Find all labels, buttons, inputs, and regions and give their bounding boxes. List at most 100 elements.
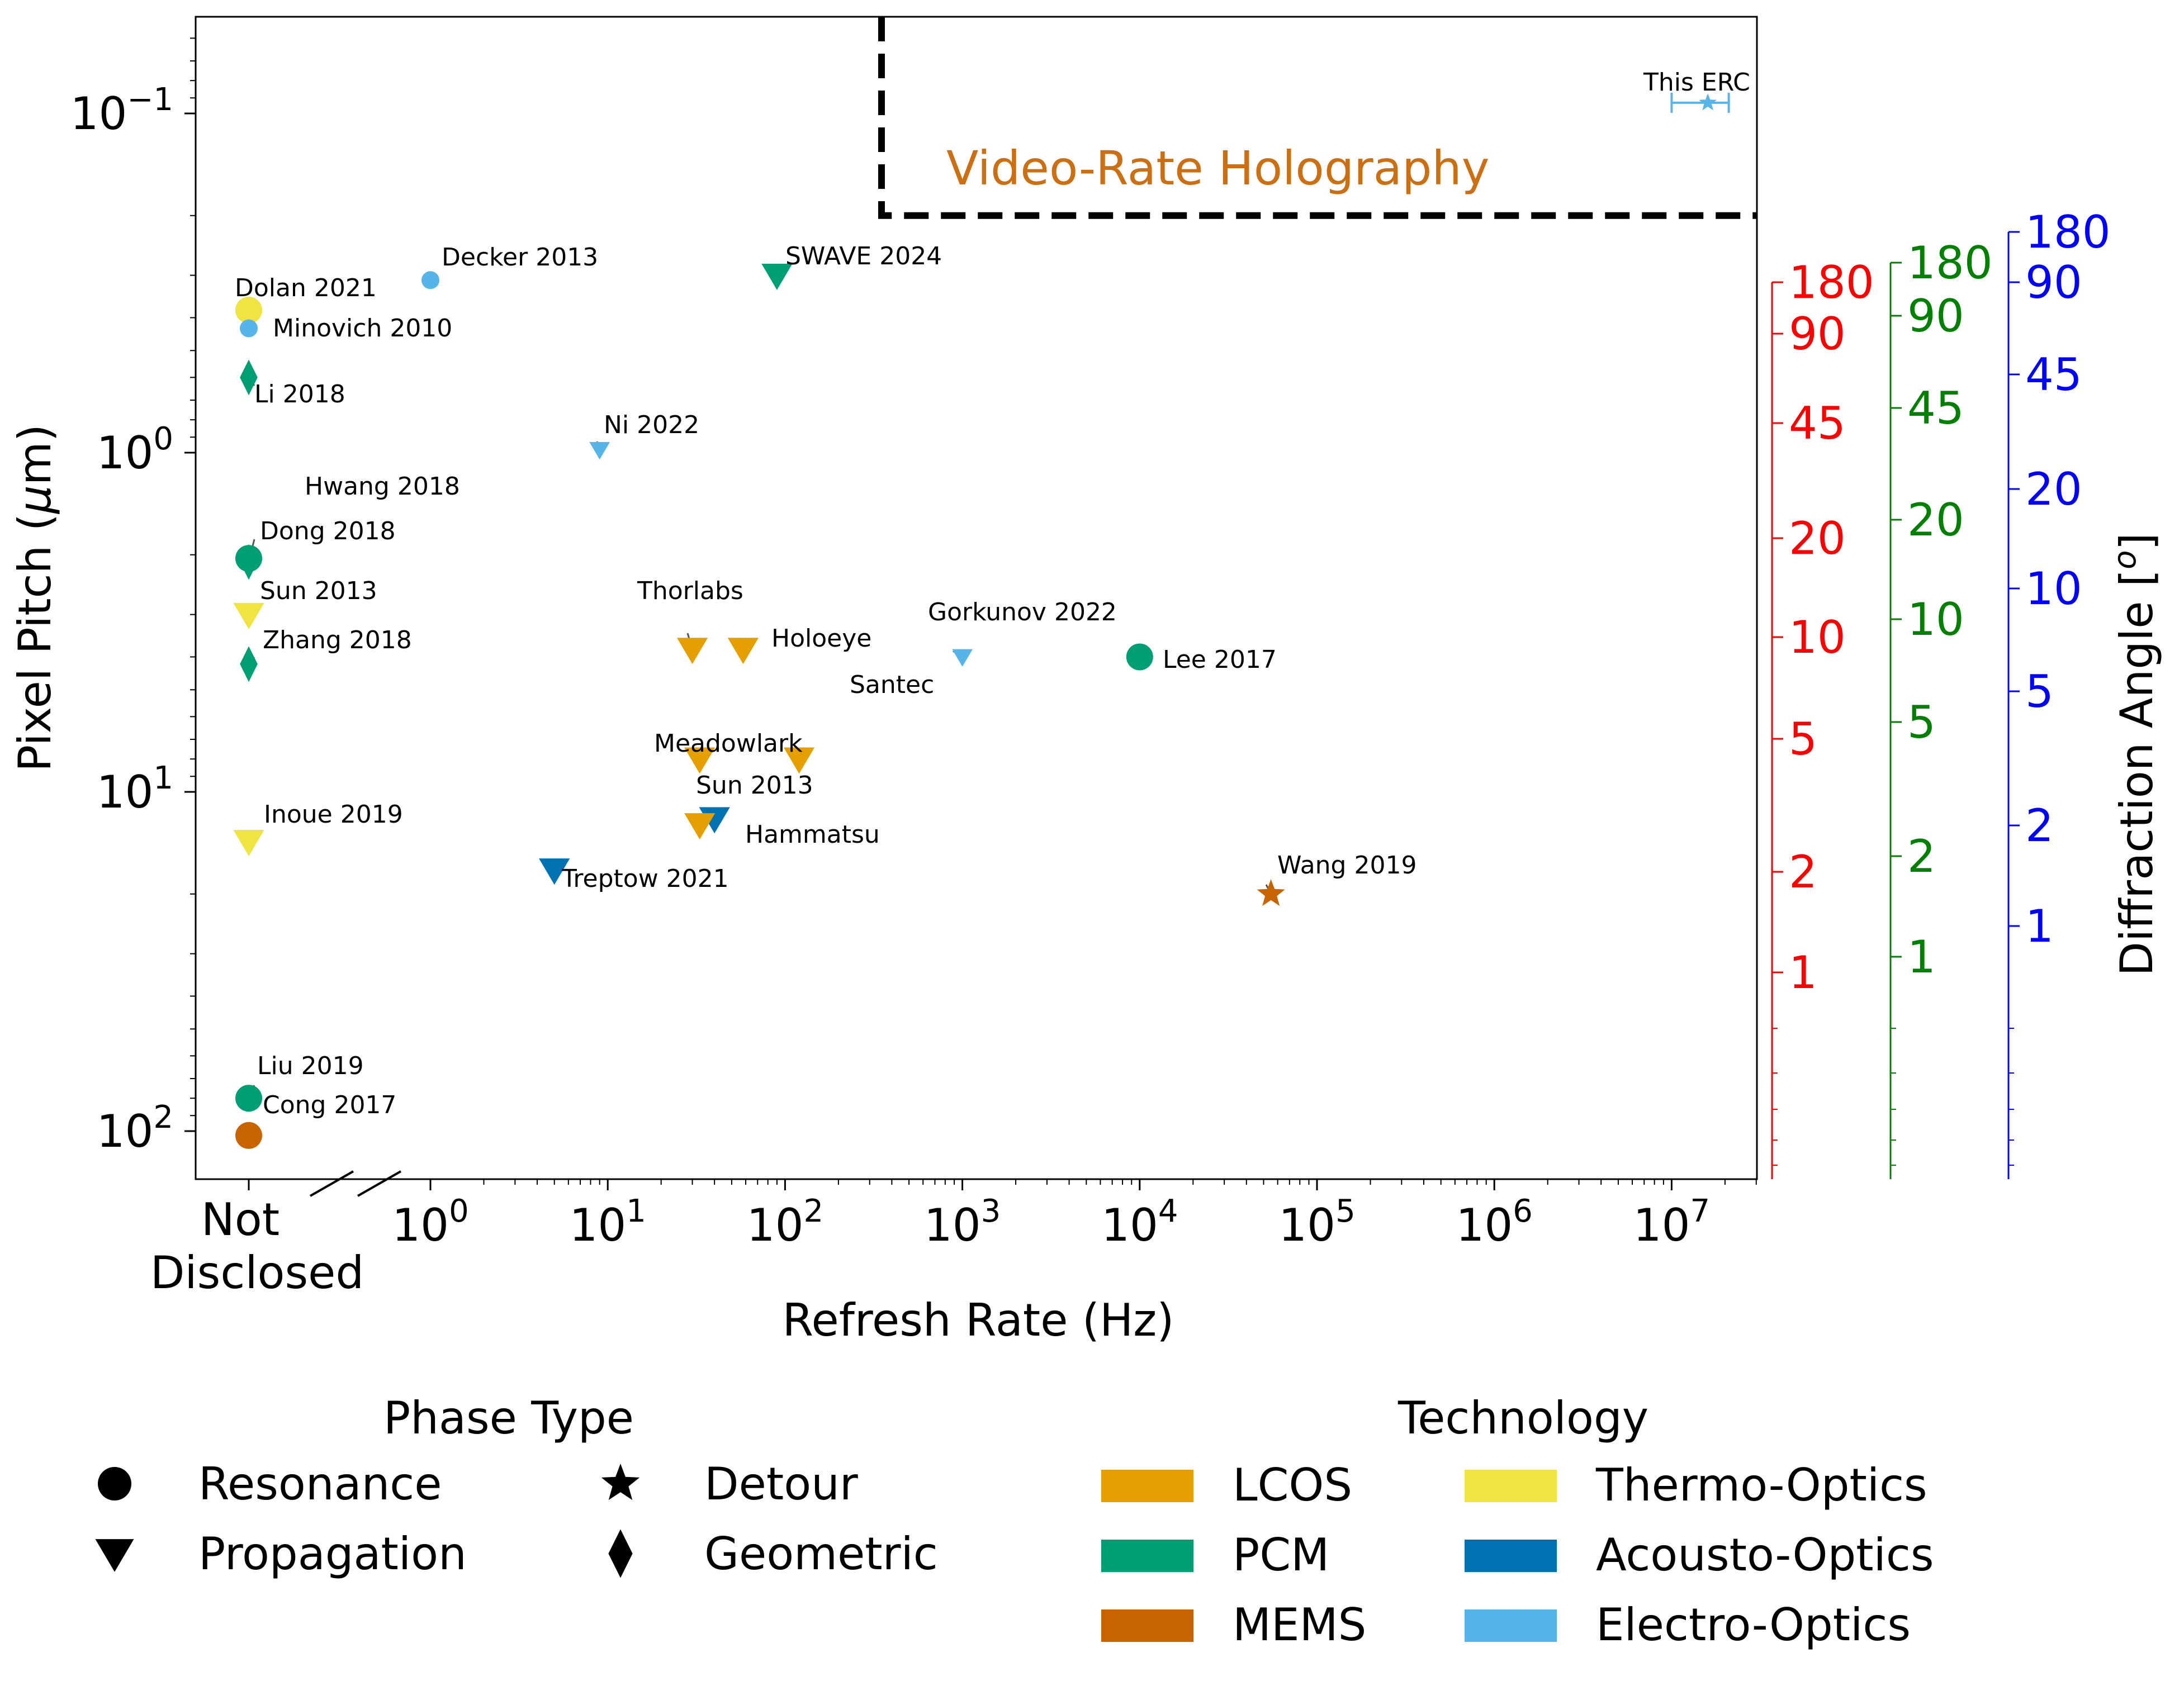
diffraction-axis-label: 20 xyxy=(2025,463,2082,515)
data-point-li-2018 xyxy=(240,359,258,396)
point-label-dolan-2021: Dolan 2021 xyxy=(235,274,377,302)
legend-swatch-lcos xyxy=(1101,1470,1193,1502)
diffraction-axis-label: 2 xyxy=(2025,800,2054,852)
legend-label-resonance: Resonance xyxy=(198,1458,442,1510)
point-labels: This ERC Decker 2013 Dolan 2021 Minovich 20… xyxy=(235,68,1750,1119)
axis-break-mark xyxy=(310,1170,354,1197)
point-label-treptow-2021: Treptow 2021 xyxy=(561,865,729,893)
diffraction-axis-label: 180 xyxy=(1789,257,1874,308)
right-axis-title: Diffraction Angle [o] xyxy=(2107,533,2163,976)
x-tick-label-not-disclosed: Disclosed xyxy=(150,1247,364,1299)
legend: Phase Type Resonance Propagation Detour Geom… xyxy=(95,1392,1934,1651)
legend-label-geometric: Geometric xyxy=(704,1528,938,1580)
point-label-santec: Santec xyxy=(850,671,934,699)
data-point-liu-2019 xyxy=(235,1085,262,1112)
point-label-inoue-2019: Inoue 2019 xyxy=(264,800,403,829)
legend-label-detour: Detour xyxy=(704,1458,858,1510)
point-label-sun-2013: Sun 2013 xyxy=(696,771,813,800)
data-point-santec xyxy=(783,747,815,774)
diffraction-axis-label: 90 xyxy=(1907,290,1964,342)
point-label-swave-2024: SWAVE 2024 xyxy=(785,242,942,270)
data-point-wang-2019 xyxy=(1257,879,1285,906)
legend-label-mems: MEMS xyxy=(1233,1599,1366,1651)
plot-frame xyxy=(195,16,1758,1180)
point-label-holoeye: Holoeye xyxy=(771,624,871,653)
diffraction-axis-label: 20 xyxy=(1907,494,1964,546)
point-label-hammatsu: Hammatsu xyxy=(745,820,880,849)
legend-marker-detour xyxy=(601,1464,640,1500)
x-tick-label: 107 xyxy=(1633,1193,1710,1251)
point-label-this-erc: This ERC xyxy=(1643,68,1750,97)
diffraction-axis-label: 90 xyxy=(2025,257,2082,308)
point-label-dong-2018: Dong 2018 xyxy=(260,517,396,545)
y-axis: 10−1 100 101 102 xyxy=(70,37,196,1157)
point-label-minovich-2010: Minovich 2010 xyxy=(273,314,452,343)
y-tick-label: 10−1 xyxy=(70,82,173,140)
legend-swatch-mems xyxy=(1101,1609,1193,1642)
legend-swatch-thermo-optics xyxy=(1465,1470,1557,1502)
diffraction-axis-label: 180 xyxy=(2025,206,2111,258)
y-tick-label: 100 xyxy=(97,421,173,479)
data-point-inoue-2019 xyxy=(233,829,264,856)
data-point-lee-2017 xyxy=(1126,643,1153,671)
x-tick-label-not-disclosed: Not xyxy=(201,1194,279,1246)
diffraction-axis-label: 1 xyxy=(2025,900,2054,952)
diffraction-axis-label: 45 xyxy=(1789,397,1846,449)
diffraction-axis-label: 45 xyxy=(2025,349,2082,401)
data-point-swave-2024 xyxy=(761,263,793,290)
diffraction-axis-label: 90 xyxy=(1789,308,1846,360)
video-rate-region: Video-Rate Holography xyxy=(878,17,1757,219)
x-tick-label: 103 xyxy=(924,1193,1001,1251)
legend-swatch-acousto-optics xyxy=(1465,1540,1557,1572)
y-tick-label: 101 xyxy=(97,760,173,818)
diffraction-axis-label: 2 xyxy=(1789,846,1817,898)
legend-swatch-electro-optics xyxy=(1465,1609,1557,1642)
data-point-this-erc xyxy=(1699,93,1717,111)
data-point-meadowlark xyxy=(684,747,716,774)
data-point-sun-2013 xyxy=(233,602,264,629)
diffraction-axis-label: 5 xyxy=(2025,666,2054,718)
x-axis-title: Refresh Rate (Hz) xyxy=(783,1294,1174,1346)
point-label-gorkunov-2022: Gorkunov 2022 xyxy=(928,598,1117,626)
point-label-ni-2022: Ni 2022 xyxy=(604,411,699,439)
legend-label-lcos: LCOS xyxy=(1233,1459,1352,1511)
data-point-minovich-2010 xyxy=(240,319,258,338)
point-label-decker-2013: Decker 2013 xyxy=(442,243,598,272)
diffraction-axis-label: 20 xyxy=(1789,512,1846,564)
diffraction-axis-label: 45 xyxy=(1907,382,1964,434)
legend-title-phase-type: Phase Type xyxy=(383,1392,634,1444)
x-tick-label: 102 xyxy=(747,1193,823,1251)
point-label-hwang-2018: Hwang 2018 xyxy=(305,472,460,501)
data-point-holoeye xyxy=(727,638,759,664)
point-label-cong-2017: Cong 2017 xyxy=(263,1091,396,1119)
x-tick-label: 106 xyxy=(1456,1193,1532,1251)
data-point-cong-2017 xyxy=(235,1122,262,1149)
data-points xyxy=(233,92,1730,1149)
diffraction-axis-label: 2 xyxy=(1907,830,1936,882)
legend-label-pcm: PCM xyxy=(1233,1529,1329,1581)
diffraction-axis-label: 10 xyxy=(1789,611,1846,663)
legend-label-electro-optics: Electro-Optics xyxy=(1596,1599,1911,1651)
x-tick-label: 100 xyxy=(392,1193,468,1251)
diffraction-axis-label: 10 xyxy=(1907,593,1964,645)
legend-swatch-pcm xyxy=(1101,1540,1193,1572)
legend-marker-geometric xyxy=(608,1529,633,1578)
diffraction-angle-axes: 1809045201052118090452010521180904520105… xyxy=(1771,206,2111,1179)
region-boundary xyxy=(878,17,1757,219)
point-label-thorlabs: Thorlabs xyxy=(637,577,743,605)
data-point-zhang-2018 xyxy=(240,646,258,682)
point-label-meadowlark: Meadowlark xyxy=(654,729,803,758)
x-tick-label: 101 xyxy=(569,1193,646,1251)
x-tick-label: 104 xyxy=(1101,1193,1178,1251)
legend-label-propagation: Propagation xyxy=(198,1528,467,1580)
data-point-gorkunov-2022 xyxy=(952,649,973,667)
data-point-dong-2018 xyxy=(235,545,262,572)
data-point-hammatsu xyxy=(684,813,716,840)
point-label-sun-2013: Sun 2013 xyxy=(260,577,377,605)
point-label-li-2018: Li 2018 xyxy=(254,380,345,409)
data-point-decker-2013 xyxy=(421,271,439,289)
data-point-thorlabs xyxy=(676,638,708,664)
legend-label-acousto-optics: Acousto-Optics xyxy=(1596,1529,1934,1581)
